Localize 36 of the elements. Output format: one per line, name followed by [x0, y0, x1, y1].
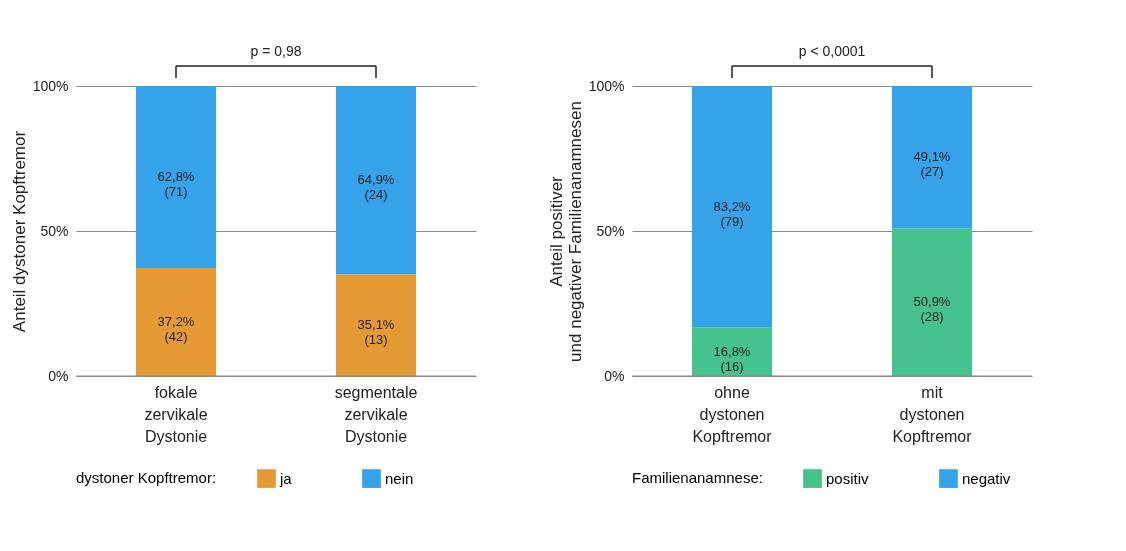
bar	[136, 268, 216, 376]
data-label: 50,9% (28)	[913, 294, 951, 325]
y-tick-label: 50%	[40, 222, 69, 239]
y-tick-label: 0%	[604, 367, 625, 384]
x-tick-label: mit dystonen Kopftremor	[892, 383, 973, 445]
data-label: 37,2% (42)	[157, 314, 195, 345]
legend-label: negativ	[962, 469, 1011, 487]
data-label: 62,8% (71)	[157, 169, 195, 200]
text: p = 0,98	[250, 43, 302, 59]
bar	[692, 327, 772, 376]
legend-label: positiv	[826, 469, 870, 487]
x-tick-label: fokale zervikale Dystonie	[144, 383, 208, 445]
legend-label: nein	[385, 469, 414, 487]
bar	[892, 228, 972, 376]
y-tick-label: 0%	[48, 367, 69, 384]
data-label: 35,1% (13)	[357, 317, 395, 348]
y-tick-label: 100%	[588, 77, 625, 94]
bar	[692, 86, 772, 328]
x-tick-label: ohne dystonen Kopftremor	[692, 383, 773, 445]
y-tick-label: 50%	[596, 222, 625, 239]
bar	[336, 274, 416, 376]
legend-label: ja	[279, 469, 293, 487]
y-tick-label: 100%	[32, 77, 69, 94]
data-label: 16,8% (16)	[713, 343, 751, 374]
data-label: 83,2% (79)	[713, 198, 751, 229]
legend-title: dystoner Kopftremor:	[76, 469, 217, 486]
bar	[892, 86, 972, 229]
bar	[336, 86, 416, 275]
legend-title: Familienanamnese:	[632, 469, 763, 486]
y-axis-title: Anteil dystoner Kopftremor	[9, 130, 29, 333]
y-axis-title: Anteil positiver und negativer Familienanamnesen	[546, 101, 585, 362]
text: p < 0,0001	[798, 43, 866, 59]
data-label: 49,1% (27)	[913, 149, 951, 180]
data-label: 64,9% (24)	[357, 172, 395, 203]
x-tick-label: segmentale zervikale Dystonie	[334, 383, 418, 445]
bar	[136, 86, 216, 269]
